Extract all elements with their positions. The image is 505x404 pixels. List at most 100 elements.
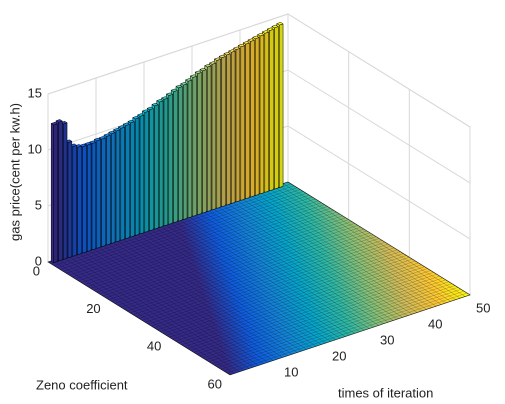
floor-grid	[172, 220, 355, 334]
floor-grid	[81, 250, 264, 364]
bar-top-face	[93, 137, 102, 142]
y-axis-label: Zeno coefficient	[36, 377, 128, 392]
floor-grid	[148, 243, 389, 325]
bar-front-face	[226, 53, 231, 206]
floor-grid	[196, 212, 379, 326]
bar-front-face	[254, 37, 260, 196]
bar-top-face	[122, 122, 131, 126]
bar-top-face	[242, 41, 251, 45]
bar-top-face	[180, 82, 188, 86]
floor-grid	[181, 264, 422, 346]
floor-grid	[78, 200, 319, 282]
floor-grid	[135, 236, 377, 317]
bar-top-face	[271, 24, 279, 29]
floor-grid	[111, 221, 352, 302]
floor-grid	[143, 229, 327, 344]
floor-grid	[96, 211, 337, 293]
bar-front-face	[173, 90, 178, 224]
floor-grid	[62, 256, 245, 371]
floor-grid	[196, 273, 437, 355]
bar-front-face	[235, 47, 241, 203]
floor-grid	[223, 290, 465, 372]
bar-front-face	[216, 58, 221, 209]
floor-grid	[119, 237, 303, 352]
bar-top-face	[189, 74, 198, 78]
bar-top-face	[228, 49, 236, 53]
bar-front-face	[130, 121, 135, 238]
floor-grid	[244, 196, 427, 310]
floor-grid	[230, 200, 413, 315]
bar-top-face	[232, 46, 241, 50]
floor-grid	[90, 208, 331, 289]
bar-front-face	[96, 139, 101, 249]
floor-grid	[172, 258, 413, 340]
y-tick-label: 40	[147, 339, 161, 354]
floor-grid	[141, 240, 383, 321]
bar-front-face	[221, 56, 226, 208]
floor-grid	[153, 226, 336, 340]
bar-front-face	[178, 86, 183, 222]
floor-grid	[66, 193, 307, 274]
bar-top-face	[252, 35, 260, 40]
bar-top-face	[208, 61, 217, 65]
floor-grid	[169, 257, 410, 338]
bar-top-face	[256, 32, 265, 37]
floor-grid	[76, 252, 259, 366]
bar-front-face	[134, 117, 140, 236]
floor-grid	[190, 270, 431, 351]
bar-front-face	[58, 120, 63, 262]
floor-grid	[72, 196, 313, 278]
floor-grid	[206, 208, 389, 323]
floor-grid	[57, 187, 298, 268]
floor-grid	[124, 236, 307, 350]
bar-front-face	[86, 143, 92, 252]
floor-grid	[182, 216, 365, 331]
bar-top-face	[98, 136, 107, 140]
z-tick-label: 5	[35, 197, 42, 212]
floor-grid	[93, 209, 334, 291]
bar-top-face	[213, 57, 222, 61]
floor-grid	[208, 281, 449, 362]
bar-top-face	[117, 125, 126, 129]
bar-front-face	[163, 97, 169, 227]
bar-top-face	[50, 121, 59, 126]
bar-top-face	[165, 92, 174, 96]
floor-grid	[235, 199, 418, 313]
z-axis-label: gas price(cent per kw.h)	[7, 103, 22, 241]
bar-top-face	[160, 96, 169, 100]
floor-grid	[91, 247, 274, 361]
x-tick-label: 30	[380, 332, 394, 347]
bar-top-face	[194, 70, 203, 74]
floor-grid	[52, 260, 235, 374]
floor-grid	[108, 219, 349, 300]
bar-front-face	[144, 110, 149, 233]
bar-top-face	[199, 67, 207, 72]
bar-front-face	[125, 123, 130, 240]
bar-top-face	[261, 30, 270, 34]
floor-grid	[57, 258, 240, 372]
bar-front-face	[82, 145, 87, 254]
bar-top-face	[204, 63, 212, 68]
floor-grid	[120, 226, 361, 308]
floor-grid	[110, 240, 293, 355]
x-tick-label: 10	[284, 364, 298, 379]
y-tick-label: 60	[208, 376, 222, 391]
floor-grid	[202, 277, 443, 359]
floor-grid	[259, 191, 442, 305]
floor-grid	[50, 183, 292, 265]
floor-grid	[114, 223, 355, 304]
floor-grid	[254, 192, 437, 307]
floor-grid	[129, 234, 312, 348]
bar-front-face	[274, 26, 279, 190]
floor-grid	[220, 289, 461, 370]
floor-grid	[187, 268, 428, 349]
floor-grid	[163, 223, 346, 337]
bar-top-face	[151, 102, 159, 107]
bar-front-face	[192, 75, 197, 217]
floor-grid	[105, 242, 288, 356]
floor-grid	[139, 231, 322, 345]
floor-grid	[63, 191, 304, 272]
bar-front-face	[230, 50, 236, 204]
floor-grid	[69, 194, 310, 276]
